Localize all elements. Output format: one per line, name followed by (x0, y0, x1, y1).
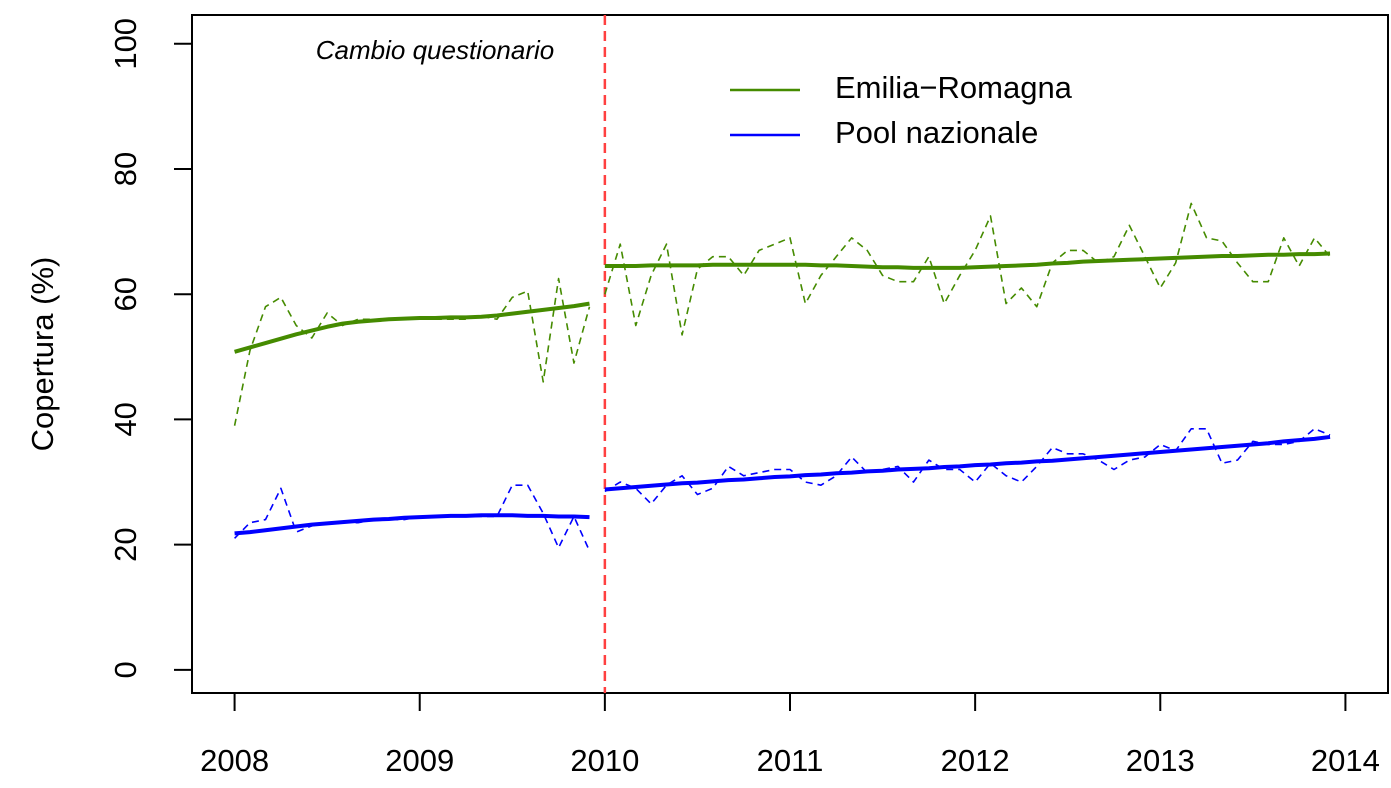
y-tick-label: 80 (108, 152, 143, 186)
raw-line (604, 202, 1331, 336)
smooth-line (234, 301, 590, 354)
y-tick-label: 60 (108, 277, 143, 311)
x-tick-label: 2009 (385, 743, 454, 778)
raw-line (604, 428, 1331, 505)
y-tick-label: 0 (108, 661, 143, 678)
y-tick-label: 20 (108, 527, 143, 561)
smooth-line (604, 251, 1331, 270)
plot-box (191, 14, 1389, 694)
y-tick-label: 40 (108, 402, 143, 436)
smooth-line (234, 513, 590, 536)
raw-line (233, 277, 591, 426)
legend-label: Emilia−Romagna (835, 70, 1073, 105)
x-tick-label: 2011 (757, 743, 824, 778)
legend-label: Pool nazionale (835, 115, 1038, 150)
y-tick-label: 100 (108, 18, 143, 70)
x-tick-label: 2014 (1311, 743, 1380, 778)
x-tick-label: 2008 (200, 743, 269, 778)
smooth-line (604, 434, 1331, 492)
annotation: Cambio questionario (316, 35, 554, 65)
y-axis-label: Copertura (%) (25, 257, 60, 452)
x-tick-label: 2012 (941, 743, 1010, 778)
x-tick-label: 2010 (570, 743, 639, 778)
x-tick-label: 2013 (1126, 743, 1195, 778)
